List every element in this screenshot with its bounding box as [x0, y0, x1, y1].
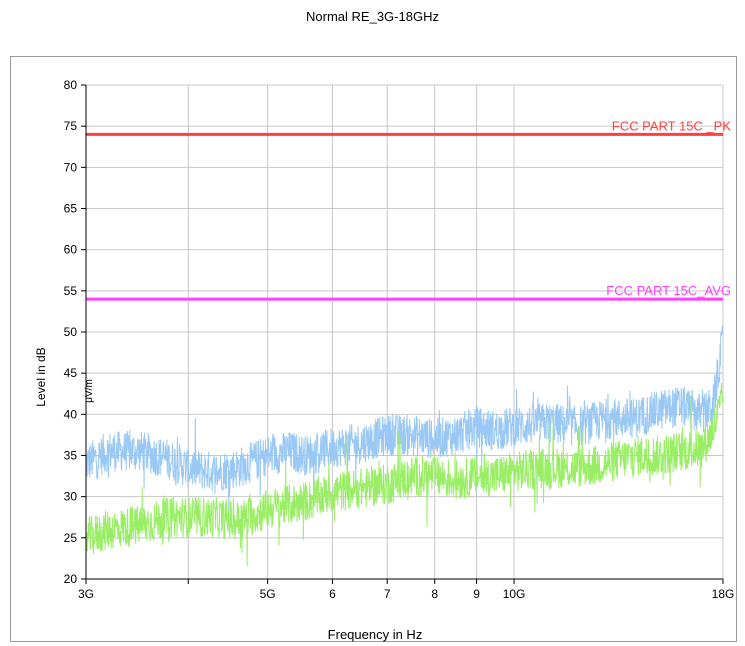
y-tick-label: 45: [64, 366, 78, 380]
limit-line-label-0: FCC PART 15C _PK: [612, 118, 732, 133]
y-tick-label: 50: [64, 325, 78, 339]
x-tick-label: 8: [431, 587, 438, 601]
y-tick-label: 30: [64, 490, 78, 504]
y-tick-label: 80: [64, 78, 78, 92]
y-tick-label: 25: [64, 531, 78, 545]
chart-frame: FCC PART 15C _PK FCC PART 15C_AVG 20 25 30 3…: [10, 56, 737, 642]
y-tick-label: 60: [64, 243, 78, 257]
y-tick-label: 70: [64, 160, 78, 174]
y-axis-unit: μV/m: [84, 379, 95, 403]
x-tick-label: 10G: [503, 587, 526, 601]
x-tick-label: 3G: [78, 587, 94, 601]
x-tick-label: 6: [329, 587, 336, 601]
x-tick-label: 18G: [712, 587, 735, 601]
y-axis-label: Level in dB: [34, 347, 48, 406]
y-tick-label: 35: [64, 449, 78, 463]
y-tick-label: 40: [64, 407, 78, 421]
series-line-0: [85, 325, 724, 515]
y-tick-label: 75: [64, 119, 78, 133]
series-line-1: [85, 382, 724, 567]
x-tick-label: 5G: [260, 587, 276, 601]
axes: 20 25 30 35 40 45 50 55 60 65 70 75 80 3G 5G 6 7 8 9 10G 18G: [64, 78, 735, 601]
y-tick-label: 65: [64, 202, 78, 216]
x-tick-label: 7: [384, 587, 391, 601]
x-tick-label: 9: [473, 587, 480, 601]
emission-chart: FCC PART 15C _PK FCC PART 15C_AVG 20 25 30 3…: [34, 78, 735, 642]
y-tick-label: 55: [64, 284, 78, 298]
series-layer: [85, 325, 724, 567]
limit-line-label-1: FCC PART 15C_AVG: [606, 283, 731, 298]
x-axis-label: Frequency in Hz: [328, 627, 423, 642]
limit-lines: FCC PART 15C _PK FCC PART 15C_AVG: [86, 118, 732, 301]
chart-title: Normal RE_3G-18GHz: [306, 9, 439, 24]
y-tick-label: 20: [64, 572, 78, 586]
